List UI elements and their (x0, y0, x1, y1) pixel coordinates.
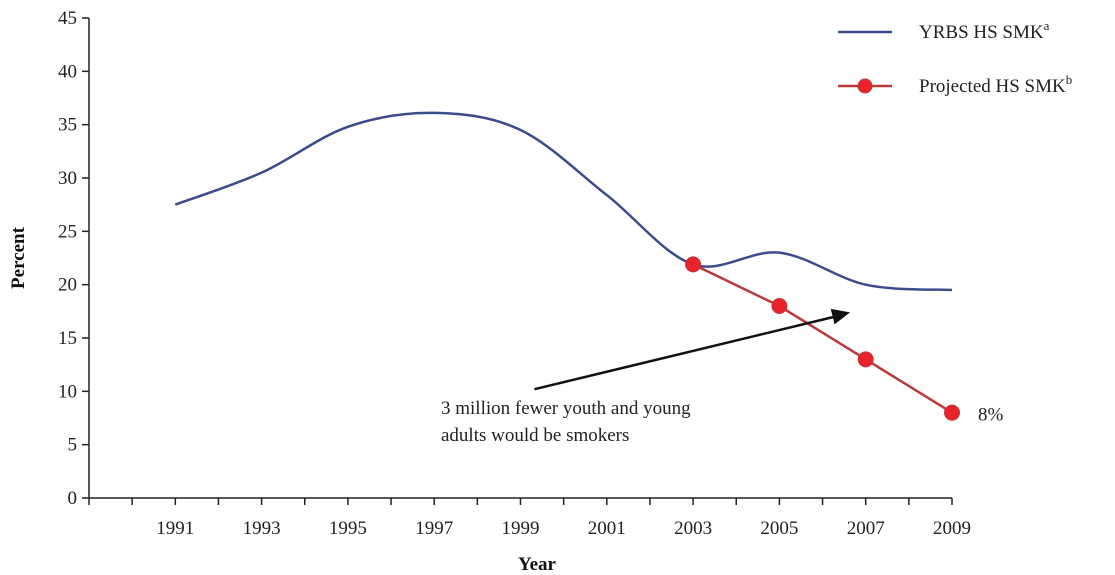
legend: YRBS HS SMKa Projected HS SMKb (838, 18, 1072, 97)
y-tick-label: 35 (58, 115, 77, 136)
x-tick-label: 2003 (674, 518, 712, 539)
y-axis-title: Percent (8, 226, 29, 289)
x-axis-title: Year (518, 554, 557, 575)
x-tick-label: 1991 (156, 518, 194, 539)
x-tick-label: 1997 (415, 518, 453, 539)
x-axis: 1991 1993 1995 1997 1999 2001 2003 2005 2007 2009 (89, 498, 971, 539)
data-point-projected (858, 352, 873, 367)
annotation-line-2: adults would be smokers (441, 425, 629, 446)
y-axis: 0 5 10 15 20 25 30 35 40 45 (58, 8, 89, 509)
x-tick-label: 1995 (329, 518, 367, 539)
x-tick-label: 2001 (588, 518, 626, 539)
y-tick-label: 20 (58, 275, 77, 296)
y-tick-label: 10 (58, 381, 77, 402)
x-tick-label: 2005 (760, 518, 798, 539)
legend-marker-projected (858, 79, 872, 93)
y-tick-label: 0 (68, 488, 78, 509)
x-tick-label: 2007 (847, 518, 885, 539)
end-value-label: 8% (978, 405, 1004, 426)
y-tick-label: 45 (58, 8, 77, 29)
annotation-line-1: 3 million fewer youth and young (441, 398, 691, 419)
data-point-projected (686, 257, 701, 272)
y-tick-label: 40 (58, 61, 77, 82)
legend-label-yrbs: YRBS HS SMKa (919, 18, 1050, 43)
x-tick-label: 2009 (933, 518, 971, 539)
annotation-arrow-head (831, 309, 850, 325)
y-tick-label: 5 (68, 435, 78, 456)
data-point-projected (772, 299, 787, 314)
data-point-projected (945, 405, 960, 420)
legend-label-projected: Projected HS SMKb (919, 72, 1072, 97)
x-tick-label: 1999 (502, 518, 540, 539)
y-tick-label: 15 (58, 328, 77, 349)
x-tick-label: 1993 (243, 518, 281, 539)
annotation-arrow-shaft (535, 315, 841, 389)
plot-area (175, 113, 959, 420)
series-line-yrbs (175, 113, 952, 290)
series-line-projected (693, 264, 952, 412)
annotation: 3 million fewer youth and young adults w… (441, 309, 1004, 446)
y-tick-label: 25 (58, 221, 77, 242)
y-tick-label: 30 (58, 168, 77, 189)
